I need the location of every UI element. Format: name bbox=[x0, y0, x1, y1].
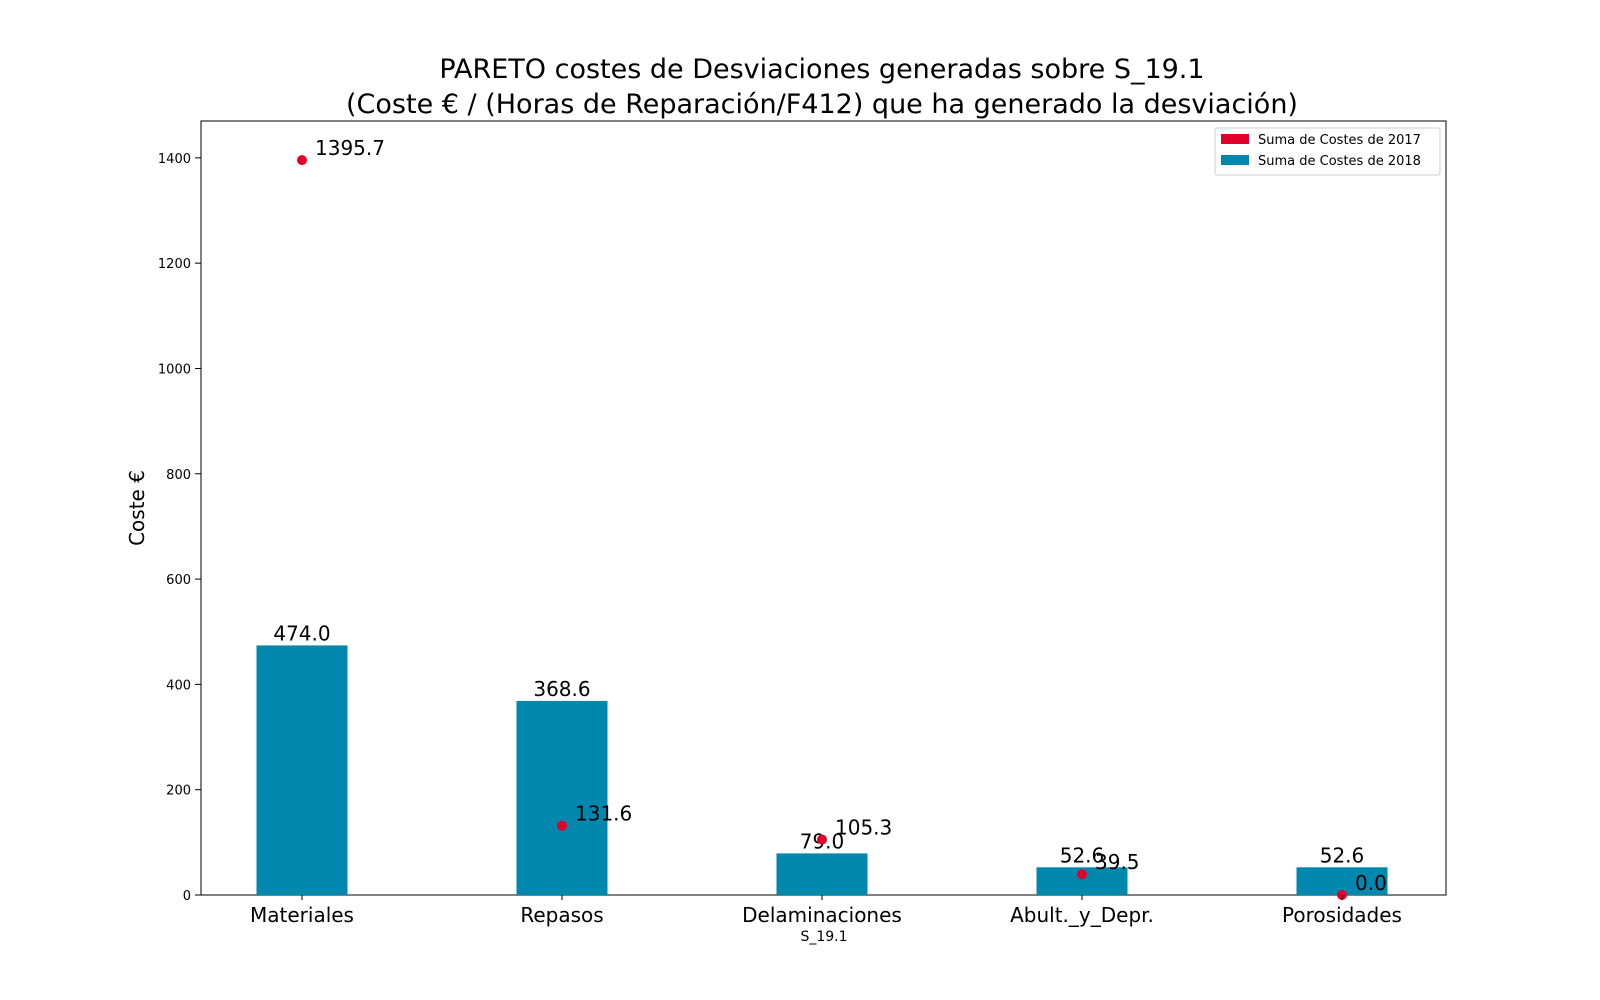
x-tick-label: Repasos bbox=[520, 903, 603, 927]
x-tick-label: Delaminaciones bbox=[742, 903, 902, 927]
x-axis: Materiales Repasos Delaminaciones Abult._y_… bbox=[250, 895, 1402, 927]
y-tick-label: 200 bbox=[166, 784, 191, 799]
legend-box bbox=[1214, 127, 1441, 176]
x-tick-label: Abult._y_Depr. bbox=[1010, 903, 1154, 927]
y-tick-label: 800 bbox=[166, 468, 191, 483]
legend-swatch-2017 bbox=[1221, 134, 1249, 144]
bar-series-2018 bbox=[256, 645, 1388, 895]
y-axis-label: Coste € bbox=[125, 470, 149, 546]
point-2017 bbox=[817, 834, 827, 845]
y-tick-label: 1000 bbox=[158, 362, 191, 377]
point-2017 bbox=[297, 155, 307, 166]
bar-value-label: 52.6 bbox=[1060, 843, 1105, 867]
bar-value-label: 52.6 bbox=[1320, 843, 1365, 867]
legend-swatch-2018 bbox=[1221, 155, 1249, 165]
point-value-label: 131.6 bbox=[575, 802, 632, 826]
plot-frame bbox=[200, 120, 1447, 896]
point-value-label: 105.3 bbox=[835, 816, 892, 840]
point-2017 bbox=[1077, 869, 1087, 880]
x-tick-label: Materiales bbox=[250, 903, 354, 927]
y-tick-label: 600 bbox=[166, 573, 191, 588]
bar-value-label: 474.0 bbox=[273, 621, 330, 645]
scatter-series-2017 bbox=[297, 155, 1347, 900]
x-axis-label: S_19.1 bbox=[800, 929, 847, 945]
bar-2018 bbox=[516, 700, 608, 895]
y-axis: 0 200 400 600 800 1000 1200 1400 bbox=[158, 152, 201, 904]
chart-subtitle: (Coste € / (Horas de Reparación/F412) qu… bbox=[346, 89, 1298, 120]
y-tick-label: 1200 bbox=[158, 257, 191, 272]
chart-title: PARETO costes de Desviaciones generadas … bbox=[439, 54, 1204, 85]
legend-label-2018: Suma de Costes de 2018 bbox=[1258, 154, 1421, 169]
point-2017 bbox=[557, 820, 567, 831]
x-tick-label: Porosidades bbox=[1282, 903, 1402, 927]
point-value-labels: 1395.7 131.6 105.3 39.5 0.0 bbox=[315, 136, 1387, 895]
point-value-label: 1395.7 bbox=[315, 136, 385, 160]
y-tick-label: 1400 bbox=[158, 152, 191, 167]
y-tick-label: 400 bbox=[166, 678, 191, 693]
y-tick-label: 0 bbox=[183, 889, 191, 904]
bar-value-label: 368.6 bbox=[533, 677, 590, 701]
bar-2018 bbox=[776, 853, 868, 895]
legend: Suma de Costes de 2017 Suma de Costes de… bbox=[1214, 127, 1441, 176]
bar-2018 bbox=[256, 645, 348, 895]
point-value-label: 39.5 bbox=[1095, 850, 1140, 874]
point-value-label: 0.0 bbox=[1355, 871, 1387, 895]
legend-label-2017: Suma de Costes de 2017 bbox=[1258, 133, 1421, 148]
